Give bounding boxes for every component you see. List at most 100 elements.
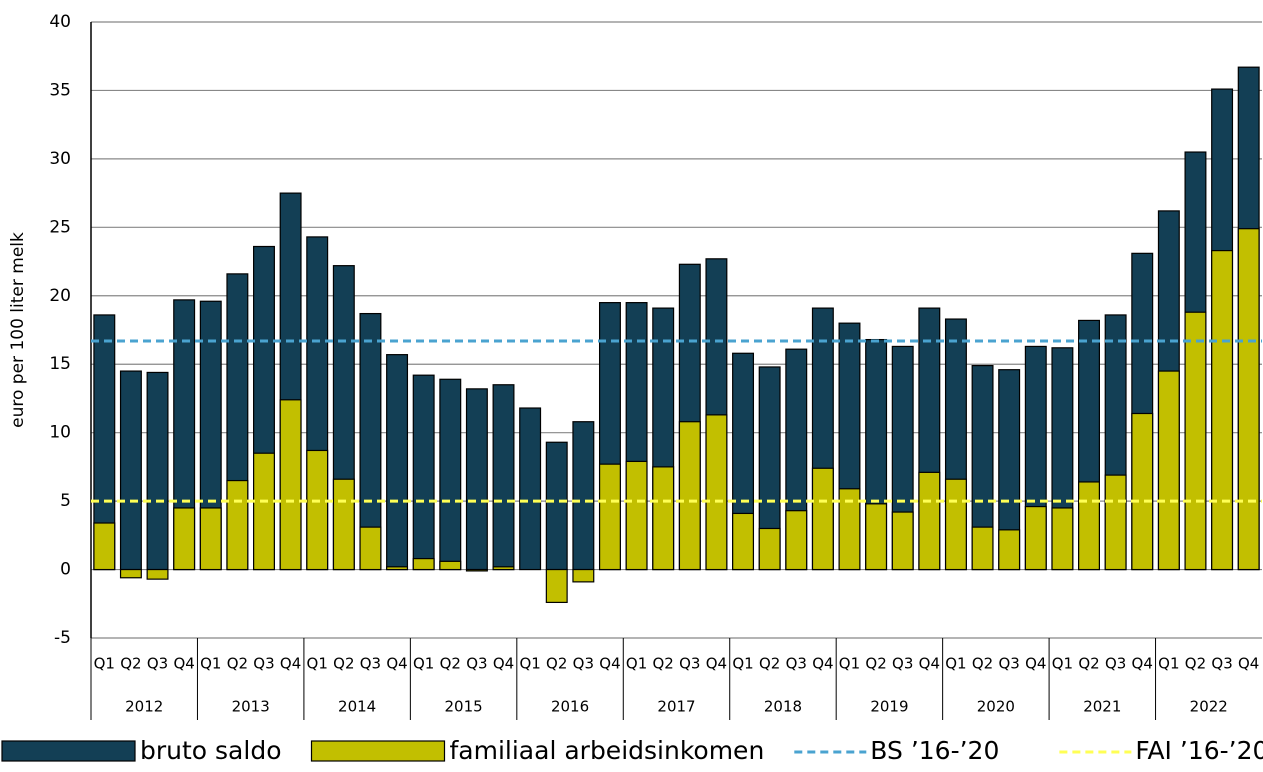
bar [146,371,169,571]
x-tick-label: Q4 [493,655,514,673]
y-tick-label: 0 [60,560,71,580]
bar [998,529,1021,571]
x-tick-label: Q3 [998,655,1019,673]
bar [1104,474,1127,571]
bar [944,478,967,571]
bar [253,452,275,571]
x-tick-label: Q2 [865,655,886,673]
bar [359,526,382,571]
x-tick-label: Q1 [839,655,860,673]
year-label: 2017 [657,698,695,716]
x-tick-label: Q1 [413,655,434,673]
bar [306,449,329,571]
x-tick-label: Q2 [759,655,780,673]
x-tick-label: Q1 [1052,655,1073,673]
bar [519,407,542,571]
legend-label: BS ’16-’20 [870,736,999,765]
bar [492,384,515,571]
bar [758,527,781,571]
bar [146,568,169,580]
legend-label: bruto saldo [140,736,282,765]
bar [492,566,515,571]
bar [652,466,675,571]
y-tick-label: 10 [49,423,71,443]
bar [332,478,355,571]
y-axis-label: euro per 100 liter melk [8,232,28,428]
bar [465,568,488,572]
bar [1184,311,1207,571]
legend-label: familiaal arbeidsinkomen [450,736,765,765]
bar [838,488,861,571]
x-tick-label: Q1 [307,655,328,673]
x-tick-label: Q1 [945,655,966,673]
bar [918,471,941,571]
x-tick-label: Q3 [360,655,381,673]
year-label: 2019 [870,698,908,716]
year-label: 2013 [232,698,270,716]
y-tick-label: 35 [49,80,71,100]
x-tick-label: Q2 [1185,655,1206,673]
bar [1157,370,1180,571]
bar [279,399,302,571]
bar [412,558,435,571]
x-tick-label: Q4 [599,655,620,673]
x-tick-label: Q3 [892,655,913,673]
x-tick-label: Q3 [1211,655,1232,673]
bar [811,467,834,571]
bar [439,560,462,571]
x-tick-label: Q2 [972,655,993,673]
y-tick-label: -5 [54,628,71,648]
bar [93,522,116,571]
bar [1051,507,1074,571]
x-tick-label: Q1 [519,655,540,673]
x-tick-label: Q4 [1025,655,1046,673]
year-label: 2012 [125,698,163,716]
bar [598,463,621,571]
bar [891,511,914,571]
x-tick-label: Q2 [227,655,248,673]
x-tick-label: Q4 [812,655,833,673]
x-tick-label: Q4 [919,655,940,673]
x-tick-label: Q3 [1105,655,1126,673]
y-tick-label: 15 [49,354,71,374]
x-tick-label: Q4 [386,655,407,673]
bar [386,566,409,571]
x-tick-label: Q3 [786,655,807,673]
bar [678,421,701,571]
bar [226,479,249,571]
x-tick-label: Q4 [173,655,194,673]
bar [412,374,435,571]
x-tick-label: Q2 [120,655,141,673]
year-label: 2021 [1083,698,1121,716]
bar [119,568,142,579]
year-label: 2014 [338,698,376,716]
y-tick-label: 20 [49,286,71,306]
bar [545,568,568,604]
bar [545,441,568,571]
x-tick-label: Q3 [253,655,274,673]
bar [572,568,595,583]
x-tick-label: Q2 [440,655,461,673]
x-tick-label: Q3 [679,655,700,673]
x-tick-label: Q4 [1238,655,1259,673]
y-tick-label: 30 [49,149,71,169]
x-tick-label: Q4 [1132,655,1153,673]
x-tick-label: Q1 [732,655,753,673]
bar [1078,481,1100,571]
x-tick-label: Q4 [280,655,301,673]
year-label: 2016 [551,698,589,716]
bar [971,526,994,571]
bar [173,507,196,571]
bar [465,388,488,571]
bar [199,507,222,571]
bar [865,503,888,571]
bar [1211,250,1234,571]
x-tick-label: Q2 [653,655,674,673]
bar [119,370,142,571]
bar [1131,412,1154,571]
x-tick-label: Q2 [546,655,567,673]
x-tick-label: Q3 [573,655,594,673]
legend-label: FAI ’16-’20 [1135,736,1263,765]
x-tick-label: Q1 [626,655,647,673]
x-tick-label: Q3 [466,655,487,673]
